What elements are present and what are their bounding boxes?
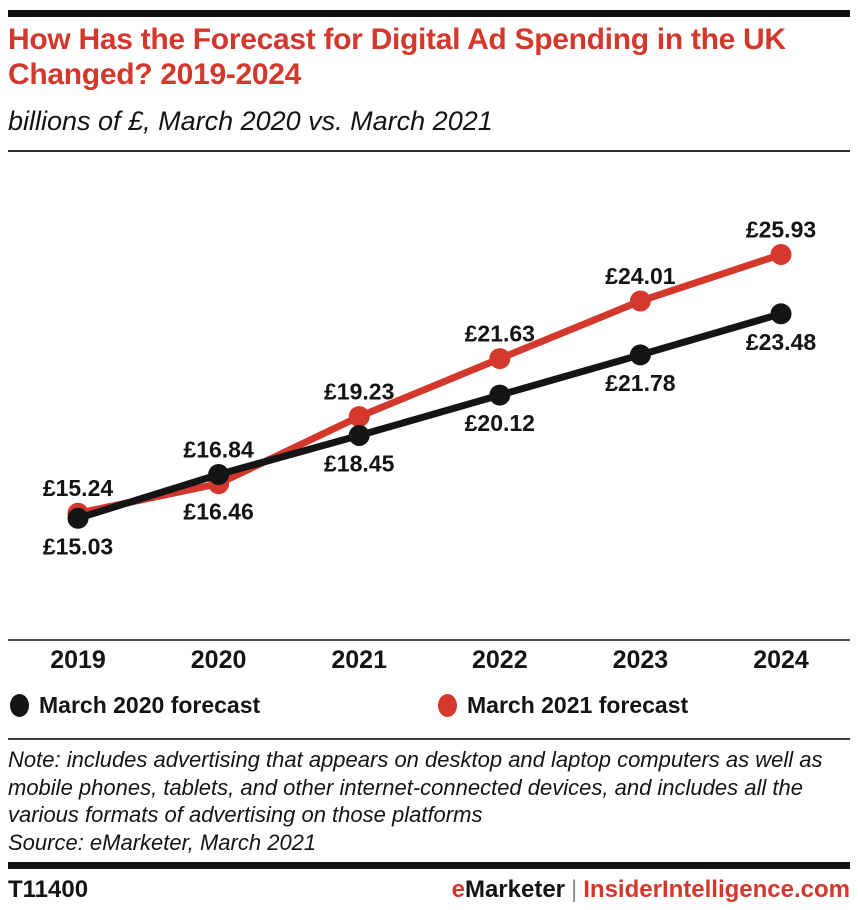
data-point-march-2020-forecast-2019: [67, 507, 89, 529]
chart-title: How Has the Forecast for Digital Ad Spen…: [8, 23, 786, 91]
legend-item-march-2020-forecast: March 2020 forecast: [10, 692, 260, 719]
legend-label-march-2020-forecast: March 2020 forecast: [39, 692, 261, 718]
top-rule: [8, 10, 850, 17]
x-tick-2024: 2024: [753, 646, 809, 674]
brand-rest: Marketer: [464, 876, 566, 903]
footer: T11400 eMarketer | InsiderIntelligence.com: [8, 876, 850, 904]
data-label-march-2020-forecast-2019: £15.03: [43, 533, 113, 559]
legend-dot-red: [438, 694, 457, 717]
data-point-march-2020-forecast-2022: [489, 384, 511, 406]
data-label-march-2020-forecast-2023: £21.78: [605, 370, 676, 396]
data-label-march-2021-forecast-2021: £19.23: [324, 379, 394, 405]
data-point-march-2020-forecast-2020: [208, 464, 230, 485]
data-label-march-2020-forecast-2020: £16.84: [183, 437, 254, 463]
data-label-march-2021-forecast-2022: £21.63: [465, 321, 535, 347]
chart-id-tag: T11400: [8, 876, 89, 903]
x-tick-2019: 2019: [50, 646, 106, 674]
data-point-march-2020-forecast-2021: [348, 425, 370, 446]
data-label-march-2021-forecast-2019: £15.24: [43, 475, 114, 501]
chart-subtitle: billions of £, March 2020 vs. March 2021: [8, 106, 493, 136]
footnote: Note: includes advertising that appears …: [8, 746, 824, 856]
footnote-divider: [8, 738, 850, 740]
data-point-march-2021-forecast-2024: [770, 244, 792, 265]
data-point-march-2021-forecast-2023: [629, 290, 651, 312]
x-tick-2023: 2023: [613, 646, 669, 674]
data-label-march-2021-forecast-2023: £24.01: [605, 263, 676, 289]
line-chart-svg: 2019 2020 2021 2022 2023 2024 £15.24 £16.46 £19.…: [8, 217, 850, 674]
data-label-march-2020-forecast-2021: £18.45: [324, 451, 395, 477]
data-label-march-2020-forecast-2022: £20.12: [465, 410, 535, 436]
legend-dot-black: [10, 694, 29, 717]
series-line-march-2020-forecast: [74, 310, 785, 522]
legend: March 2020 forecast March 2021 forecast: [0, 692, 858, 722]
data-label-march-2021-forecast-2024: £25.93: [746, 217, 816, 243]
footer-separator: |: [571, 876, 578, 903]
data-label-march-2021-forecast-2020: £16.46: [183, 499, 253, 525]
series-line-march-2021-forecast: [74, 251, 785, 517]
x-tick-2021: 2021: [331, 646, 387, 674]
legend-item-march-2021-forecast: March 2021 forecast: [438, 692, 688, 719]
source-text: Source: eMarketer, March 2021: [8, 829, 317, 855]
x-tick-2022: 2022: [472, 646, 528, 674]
data-point-march-2021-forecast-2022: [489, 348, 511, 370]
bottom-rule: [8, 862, 850, 869]
footer-brand: eMarketer | InsiderIntelligence.com: [452, 876, 850, 904]
note-text: Note: includes advertising that appears …: [8, 747, 823, 827]
data-point-march-2021-forecast-2021: [348, 406, 370, 428]
data-point-march-2020-forecast-2023: [629, 344, 651, 366]
data-point-march-2020-forecast-2024: [770, 303, 792, 325]
legend-label-march-2021-forecast: March 2021 forecast: [467, 692, 689, 718]
x-tick-2020: 2020: [191, 646, 247, 674]
line-chart: 2019 2020 2021 2022 2023 2024 £15.24 £16.46 £19.…: [0, 155, 858, 675]
data-label-march-2020-forecast-2024: £23.48: [746, 329, 817, 355]
brand-e: e: [451, 876, 465, 903]
header-divider: [8, 150, 850, 152]
footer-site-link[interactable]: InsiderIntelligence.com: [583, 876, 850, 903]
